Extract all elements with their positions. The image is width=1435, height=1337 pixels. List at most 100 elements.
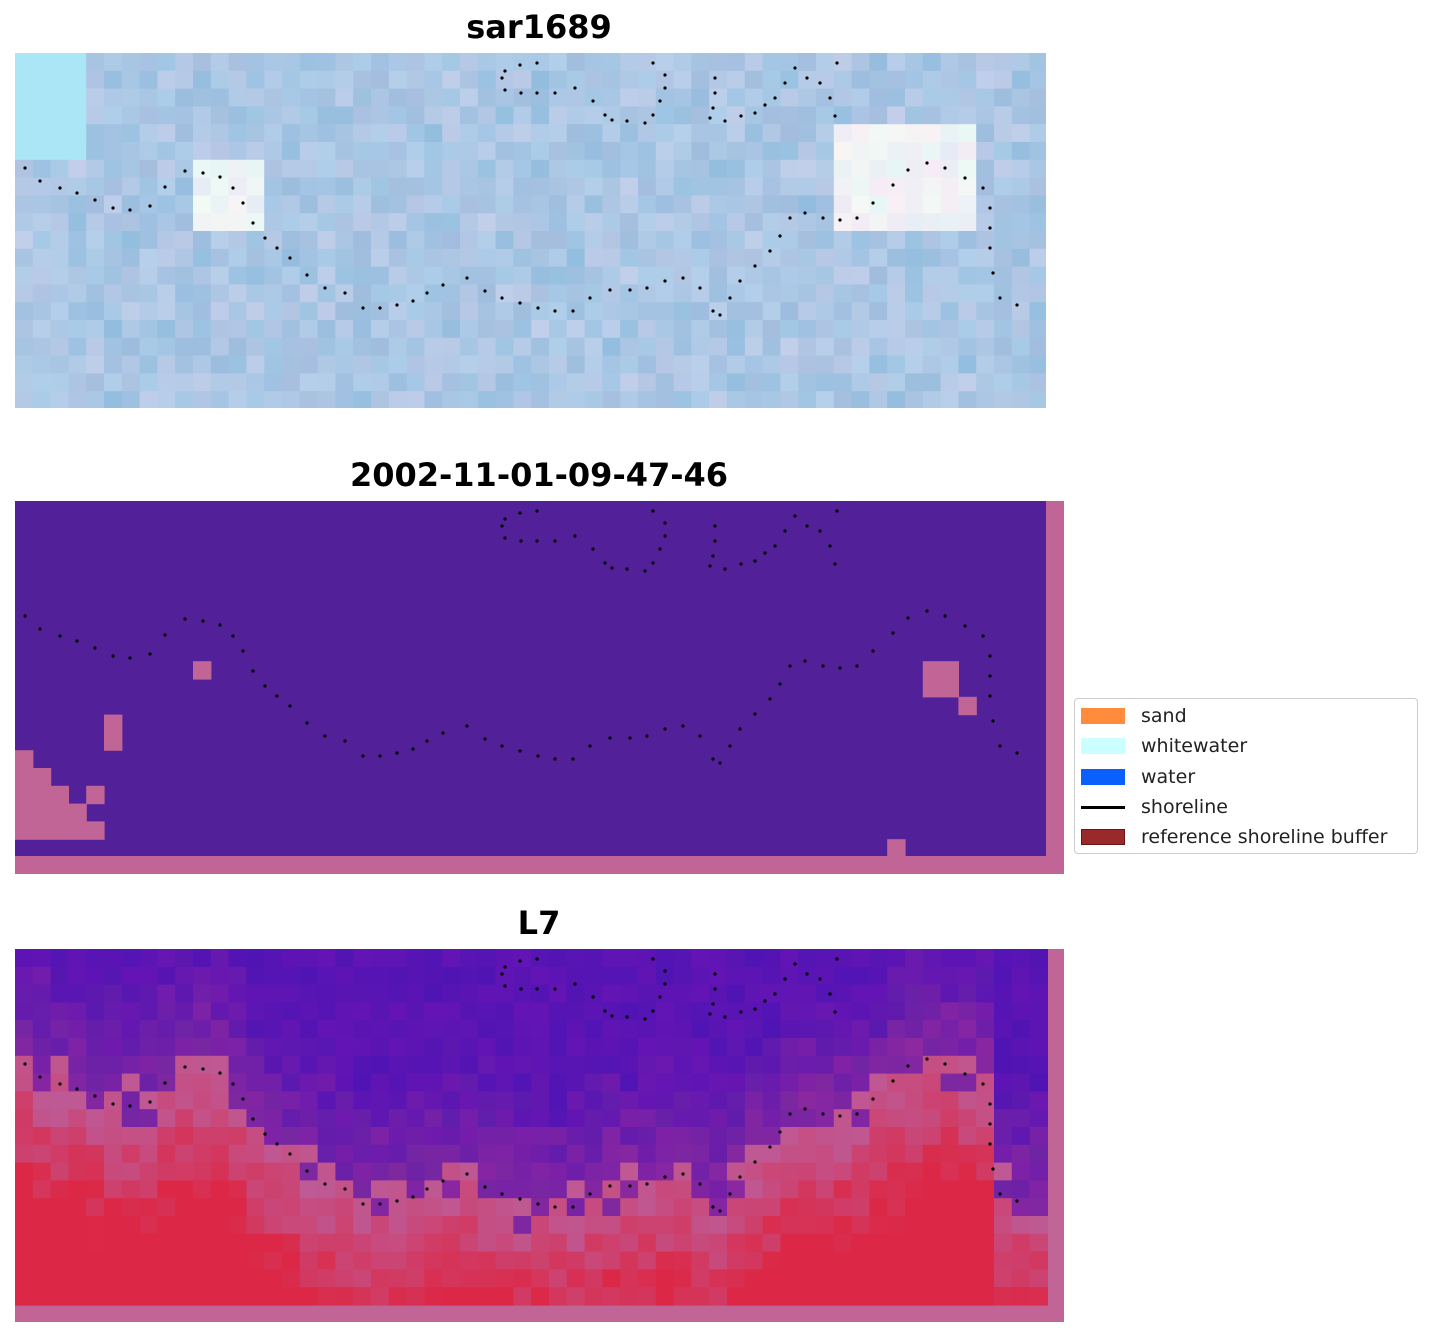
shoreline-point [163,1081,167,1085]
shoreline-point [553,91,557,95]
shoreline-point [1015,751,1019,755]
shoreline-point [818,529,822,533]
shoreline-point [783,529,787,533]
shoreline-point [738,1175,742,1179]
shoreline-point [728,744,732,748]
shoreline-point [288,256,292,260]
shoreline-point [891,631,895,635]
shoreline-point [738,279,742,283]
shoreline-point [23,1062,27,1066]
shoreline-point [305,1169,309,1173]
shoreline-point [713,539,717,543]
shoreline-point [698,1182,702,1186]
shoreline-point [411,1195,415,1199]
shoreline-point [608,1184,612,1188]
shoreline-point [651,957,655,961]
shoreline-point [218,623,222,627]
shoreline-point [38,179,42,183]
shoreline-point [943,1062,947,1066]
shoreline-point [698,286,702,290]
shoreline-point [288,704,292,708]
shoreline-point [128,656,132,660]
shoreline-point [519,987,523,991]
classified-image [15,501,1064,874]
shoreline-point [608,736,612,740]
shoreline-point [788,1112,792,1116]
rgb-satellite-image [15,53,1046,408]
shoreline-point [991,1167,995,1171]
shoreline-point [906,168,910,172]
sand-swatch [1081,708,1125,724]
shoreline-point [651,509,655,513]
shoreline-point [625,567,629,571]
shoreline-point [323,734,327,738]
shoreline-point [411,299,415,303]
shoreline-point [698,734,702,738]
shoreline-point [711,554,715,558]
shoreline-point [711,106,715,110]
shoreline-point [231,186,235,190]
shoreline-point [483,1185,487,1189]
shoreline-point [981,634,985,638]
shoreline-point [713,91,717,95]
shoreline-point [739,1010,743,1014]
shoreline-point [763,551,767,555]
shoreline-point [663,1175,667,1179]
legend-item-shoreline: shoreline [1081,796,1228,818]
shoreline-point [323,286,327,290]
shoreline-point [183,617,187,621]
shoreline-point [663,279,667,283]
shoreline-point [783,81,787,85]
shoreline-point [275,694,279,698]
shoreline-point [610,118,614,122]
shoreline-point [925,1057,929,1061]
shoreline-point [711,1002,715,1006]
shoreline-point [148,652,152,656]
shoreline-point [805,76,809,80]
shoreline-point [465,276,469,280]
shoreline-point [793,66,797,70]
shoreline-point [536,306,540,310]
shoreline-point [251,1117,255,1121]
shoreline-point [828,544,832,548]
shoreline-point [663,534,667,538]
shoreline-point [610,1014,614,1018]
shoreline-point [711,1205,715,1209]
shoreline-point [503,88,507,92]
shoreline-point [805,524,809,528]
shoreline-point [163,185,167,189]
shoreline-point [425,1187,429,1191]
shoreline-point [603,113,607,117]
shoreline-point [536,754,540,758]
shoreline-point [425,739,429,743]
shoreline-point [323,1182,327,1186]
legend-label: whitewater [1141,735,1248,757]
shoreline-point [981,1082,985,1086]
shoreline-point [111,654,115,658]
shoreline-point [718,761,722,765]
shoreline-point [75,639,79,643]
shoreline-point [411,747,415,751]
shoreline-point [988,246,992,250]
shoreline-point [535,91,539,95]
shoreline-point [361,306,365,310]
shoreline-point [591,547,595,551]
shoreline-point [218,1071,222,1075]
shoreline-point [718,1209,722,1213]
shoreline-point [988,226,992,230]
shoreline-point [855,664,859,668]
shoreline-point [518,749,522,753]
shoreline-point [553,987,557,991]
shoreline-point [201,171,205,175]
shoreline-point [588,296,592,300]
shoreline-point [503,69,507,73]
shoreline-point [998,296,1002,300]
shoreline-point [768,697,772,701]
shoreline-point [535,539,539,543]
shoreline-point [871,1097,875,1101]
shoreline-point [723,567,727,571]
shoreline-point [713,524,717,528]
shoreline-point [218,175,222,179]
shoreline-point [241,201,245,205]
shoreline-point [739,562,743,566]
